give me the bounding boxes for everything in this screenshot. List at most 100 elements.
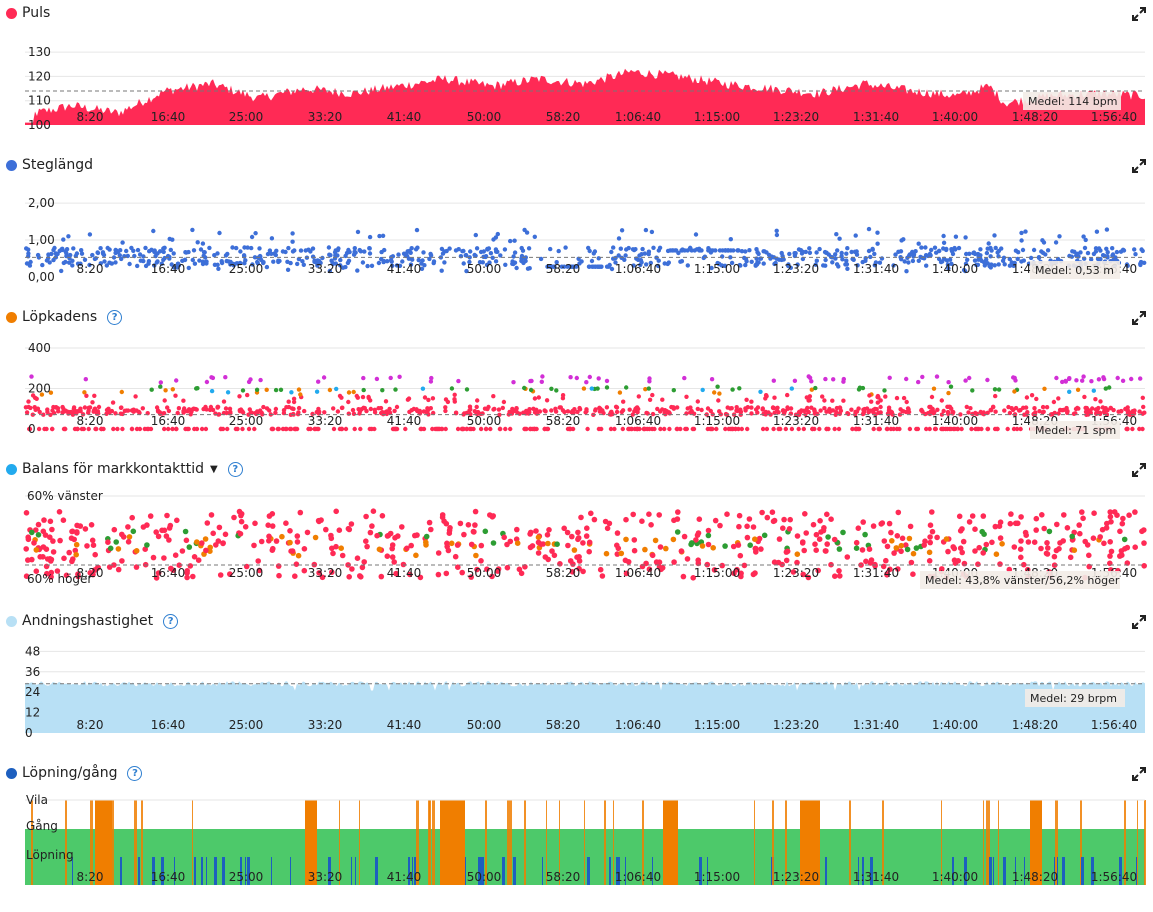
balans-point xyxy=(153,575,160,581)
balans-point xyxy=(960,538,967,545)
help-icon[interactable]: ? xyxy=(107,309,123,325)
balans-point xyxy=(1086,552,1092,559)
balans-point xyxy=(832,573,838,579)
balans-point xyxy=(1118,548,1125,554)
lopkadens-point xyxy=(565,409,571,414)
balans-point xyxy=(576,558,583,564)
steglangd-point xyxy=(773,260,778,266)
balans-point xyxy=(943,536,950,542)
lopkadens-point xyxy=(248,377,253,382)
x-tick-label: 25:00 xyxy=(229,566,264,580)
steglangd-point xyxy=(823,257,828,263)
steglangd-point xyxy=(651,245,656,250)
lopkadens-point xyxy=(387,410,393,415)
steglangd-point xyxy=(1057,234,1062,239)
lopkadens-point xyxy=(991,404,996,409)
lopkadens-point xyxy=(801,408,807,413)
run-segment xyxy=(414,857,416,885)
balans-point xyxy=(379,513,386,519)
balans-point xyxy=(115,546,122,552)
steglangd-point xyxy=(851,257,856,262)
expand-icon[interactable] xyxy=(1131,766,1147,782)
lopkadens-point xyxy=(850,426,855,432)
steglangd-point xyxy=(728,237,733,242)
run-segment xyxy=(465,857,466,885)
lopkadens-point xyxy=(70,410,75,416)
x-tick-label: 50:00 xyxy=(467,262,502,276)
rest-segment xyxy=(754,800,755,885)
dropdown-caret-icon[interactable]: ▼ xyxy=(210,463,218,475)
lopkadens-point xyxy=(331,426,337,432)
balans-point xyxy=(447,525,453,531)
expand-icon[interactable] xyxy=(1131,158,1147,174)
steglangd-point xyxy=(597,264,602,269)
lopkadens-point xyxy=(788,406,794,411)
lopkadens-point xyxy=(709,377,715,382)
steglangd-point xyxy=(1011,262,1016,267)
balans-point xyxy=(972,526,978,532)
lopkadens-point xyxy=(1120,378,1126,383)
balans-point xyxy=(489,573,495,580)
balans-point xyxy=(186,544,193,550)
lopkadens-point xyxy=(667,426,672,432)
steglangd-point xyxy=(833,256,838,261)
balans-point xyxy=(287,539,293,546)
lopkadens-point xyxy=(733,426,738,432)
help-icon[interactable]: ? xyxy=(227,461,243,477)
steglangd-point xyxy=(910,258,916,264)
steglangd-point xyxy=(152,248,157,253)
steglangd-point xyxy=(656,263,661,269)
lopkadens-point xyxy=(461,412,466,417)
balans-point xyxy=(899,535,906,542)
balans-point xyxy=(583,533,590,539)
puls-area xyxy=(25,68,1145,125)
lopkadens-point xyxy=(928,404,933,410)
balans-point xyxy=(1007,520,1014,527)
balans-point xyxy=(776,536,783,542)
lopkadens-point xyxy=(831,377,836,382)
steglangd-point xyxy=(1140,248,1145,254)
steglangd-point xyxy=(559,264,564,269)
balans-point xyxy=(468,541,475,548)
balans-point xyxy=(736,512,743,519)
run-segment xyxy=(174,857,175,885)
steglangd-point xyxy=(873,260,879,265)
lopkadens-point xyxy=(42,426,47,432)
steglangd-point xyxy=(252,255,258,260)
steglangd-point xyxy=(201,253,206,258)
lopkadens-point xyxy=(440,426,445,432)
help-icon[interactable]: ? xyxy=(163,613,179,629)
lopkadens-point xyxy=(617,390,623,395)
balans-point xyxy=(957,545,964,551)
steglangd-point xyxy=(623,253,628,258)
lopkadens-point xyxy=(360,394,366,400)
balans-point xyxy=(622,557,629,564)
steglangd-point xyxy=(941,240,947,245)
x-tick-label: 8:20 xyxy=(77,262,104,276)
steglangd-point xyxy=(976,257,981,262)
help-icon[interactable]: ? xyxy=(127,765,143,781)
run-segment xyxy=(271,857,272,885)
run-segment xyxy=(699,857,702,885)
x-tick-label: 58:20 xyxy=(546,414,581,428)
balans-point xyxy=(222,531,229,538)
expand-icon[interactable] xyxy=(1131,462,1147,478)
x-tick-label: 33:20 xyxy=(308,566,343,580)
balans-point xyxy=(54,568,61,574)
lopkadens-point xyxy=(755,405,761,410)
steglangd-point xyxy=(701,255,706,261)
balans-point xyxy=(184,574,190,581)
expand-icon[interactable] xyxy=(1131,6,1147,22)
balans-point xyxy=(966,519,973,525)
x-tick-label: 33:20 xyxy=(308,110,343,124)
steglangd-point xyxy=(200,261,206,267)
lopkadens-point xyxy=(715,384,720,389)
steglangd-point xyxy=(346,258,352,263)
expand-icon[interactable] xyxy=(1131,310,1147,326)
balans-point xyxy=(1044,540,1050,546)
steglangd-point xyxy=(204,259,209,264)
x-tick-label: 50:00 xyxy=(467,870,502,884)
lopkadens-point xyxy=(729,426,735,432)
lopkadens-point xyxy=(929,394,935,400)
expand-icon[interactable] xyxy=(1131,614,1147,630)
